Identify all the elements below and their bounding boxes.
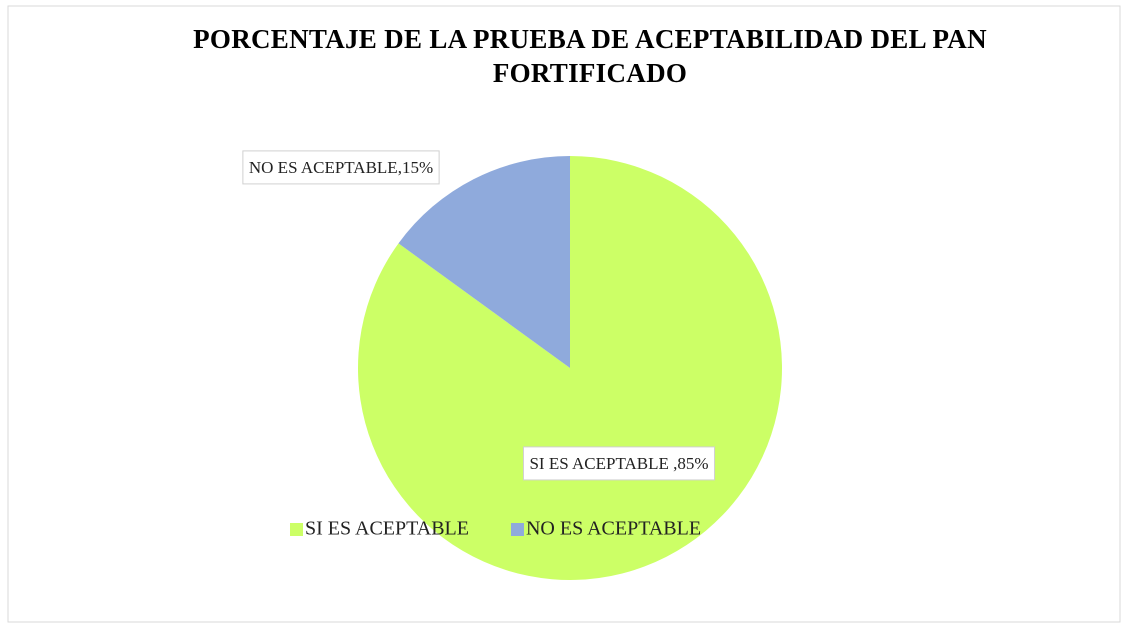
- legend-swatch: [290, 523, 303, 536]
- chart-title: PORCENTAJE DE LA PRUEBA DE ACEPTABILIDAD…: [193, 24, 987, 88]
- legend-swatch: [510, 523, 524, 536]
- legend-label: SI ES ACEPTABLE: [305, 518, 469, 540]
- pie-slice: [398, 156, 570, 368]
- chart-border: [7, 5, 1121, 623]
- data-label-box: [242, 150, 440, 185]
- data-label: NO ES ACEPTABLE,15%: [249, 158, 433, 177]
- data-label-box: [522, 446, 716, 481]
- legend-label: NO ES ACEPTABLE: [526, 518, 701, 540]
- data-label: SI ES ACEPTABLE ,85%: [529, 454, 708, 473]
